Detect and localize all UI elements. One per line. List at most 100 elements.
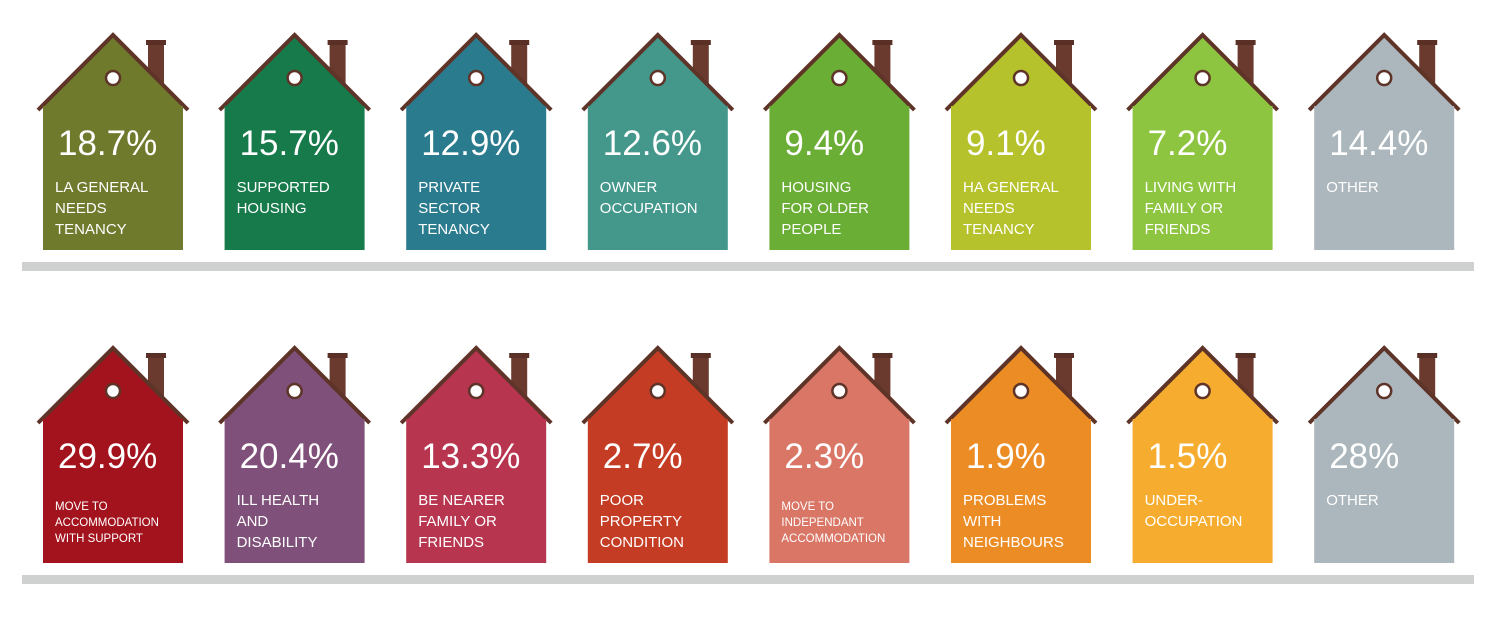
hole <box>104 69 122 87</box>
house-body <box>951 106 1091 250</box>
category-label: WITH <box>963 513 1001 530</box>
chimney-cap <box>690 353 711 358</box>
chimney-cap <box>1235 353 1256 358</box>
category-label: CONDITION <box>600 534 684 551</box>
category-label: NEIGHBOURS <box>963 534 1064 551</box>
category-label: UNDER- <box>1145 492 1203 509</box>
category-label: OCCUPATION <box>600 200 698 217</box>
house-body <box>1314 419 1455 563</box>
category-label: ACCOMMODATION <box>55 517 159 529</box>
house: 14.4% OTHER <box>1307 32 1461 250</box>
hole <box>831 382 848 400</box>
category-label: ACCOMMODATION <box>781 533 885 545</box>
category-label: SUPPORTED <box>237 179 330 196</box>
percentage: 7.2% <box>1148 124 1228 163</box>
roof-edge <box>762 32 916 112</box>
chimney-cap <box>690 40 711 45</box>
percentage: 15.7% <box>240 124 339 163</box>
category-label: TENANCY <box>55 221 127 238</box>
house: 29.9% MOVE TO ACCOMMODATION WITH SUPPORT <box>36 345 190 563</box>
category-label: MOVE TO <box>55 501 108 513</box>
house-body <box>587 106 728 250</box>
house: 12.6% OWNER OCCUPATION <box>581 32 735 250</box>
roof-edge <box>218 32 372 112</box>
house: 2.7% POOR PROPERTY CONDITION <box>581 345 735 563</box>
house: 18.7% LA GENERAL NEEDS TENANCY <box>36 32 190 250</box>
category-label: POOR <box>600 492 644 509</box>
category-label: FAMILY OR <box>418 513 497 530</box>
roof-edge <box>36 32 190 112</box>
hole <box>467 382 485 400</box>
percentage: 13.3% <box>421 437 520 476</box>
category-label: LIVING WITH <box>1145 179 1237 196</box>
roof-edge <box>1307 345 1461 425</box>
hole <box>104 382 122 400</box>
category-label: TENANCY <box>963 221 1035 238</box>
house: 28% OTHER <box>1307 345 1461 563</box>
shelf <box>22 262 1474 271</box>
chimney-cap <box>1417 353 1438 358</box>
category-label: DISABILITY <box>237 534 318 551</box>
house: 12.9% PRIVATE SECTOR TENANCY <box>399 32 553 250</box>
percentage: 12.6% <box>603 124 702 163</box>
house-body <box>406 419 547 563</box>
category-label: PROBLEMS <box>963 492 1046 509</box>
percentage: 2.7% <box>603 437 683 476</box>
percentage: 20.4% <box>240 437 339 476</box>
percentage: 18.7% <box>58 124 157 163</box>
house-body <box>587 419 728 563</box>
chimney-cap <box>872 353 893 358</box>
house: 1.5% UNDER- OCCUPATION <box>1126 345 1280 563</box>
category-label: MOVE TO <box>781 501 834 513</box>
chimney-cap <box>146 40 166 45</box>
house-body <box>43 419 183 563</box>
house: 9.1% HA GENERAL NEEDS TENANCY <box>944 32 1098 250</box>
roof-edge <box>399 345 553 425</box>
house-body <box>769 419 910 563</box>
category-label: OTHER <box>1326 179 1379 196</box>
house: 9.4% HOUSING FOR OLDER PEOPLE <box>762 32 916 250</box>
chimney-cap <box>509 40 530 45</box>
category-label: OTHER <box>1326 492 1379 509</box>
category-label: SECTOR <box>418 200 480 217</box>
category-label: FRIENDS <box>418 534 484 551</box>
hole <box>649 69 667 87</box>
category-label: HA GENERAL <box>963 179 1059 196</box>
roof-edge <box>581 32 735 112</box>
percentage: 14.4% <box>1329 124 1428 163</box>
category-label: FRIENDS <box>1145 221 1211 238</box>
house-body <box>1132 419 1273 563</box>
hole <box>1194 69 1211 87</box>
house: 15.7% SUPPORTED HOUSING <box>218 32 372 250</box>
category-label: OCCUPATION <box>1145 513 1243 530</box>
house-body <box>951 419 1091 563</box>
hole <box>1012 69 1030 87</box>
category-label: TENANCY <box>418 221 490 238</box>
hole <box>286 69 303 87</box>
hole <box>1375 69 1393 87</box>
roof-edge <box>762 345 916 425</box>
chimney-cap <box>509 353 530 358</box>
chimney-cap <box>872 40 893 45</box>
house-body <box>224 106 365 250</box>
house: 13.3% BE NEARER FAMILY OR FRIENDS <box>399 345 553 563</box>
roof-edge <box>581 345 735 425</box>
roof-edge <box>944 345 1098 425</box>
category-label: INDEPENDANT <box>781 517 863 529</box>
roof-edge <box>399 32 553 112</box>
category-label: LA GENERAL <box>55 179 148 196</box>
chimney-cap <box>1054 40 1074 45</box>
house-body <box>1132 106 1273 250</box>
percentage: 28% <box>1329 437 1399 476</box>
roof-edge <box>1126 345 1280 425</box>
category-label: PEOPLE <box>781 221 841 238</box>
house-body <box>769 106 910 250</box>
category-label: BE NEARER <box>418 492 505 509</box>
hole <box>1375 382 1393 400</box>
house: 20.4% ILL HEALTH AND DISABILITY <box>218 345 372 563</box>
chimney-cap <box>1235 40 1256 45</box>
category-label: WITH SUPPORT <box>55 533 143 545</box>
hole <box>1194 382 1211 400</box>
category-label: PRIVATE <box>418 179 480 196</box>
